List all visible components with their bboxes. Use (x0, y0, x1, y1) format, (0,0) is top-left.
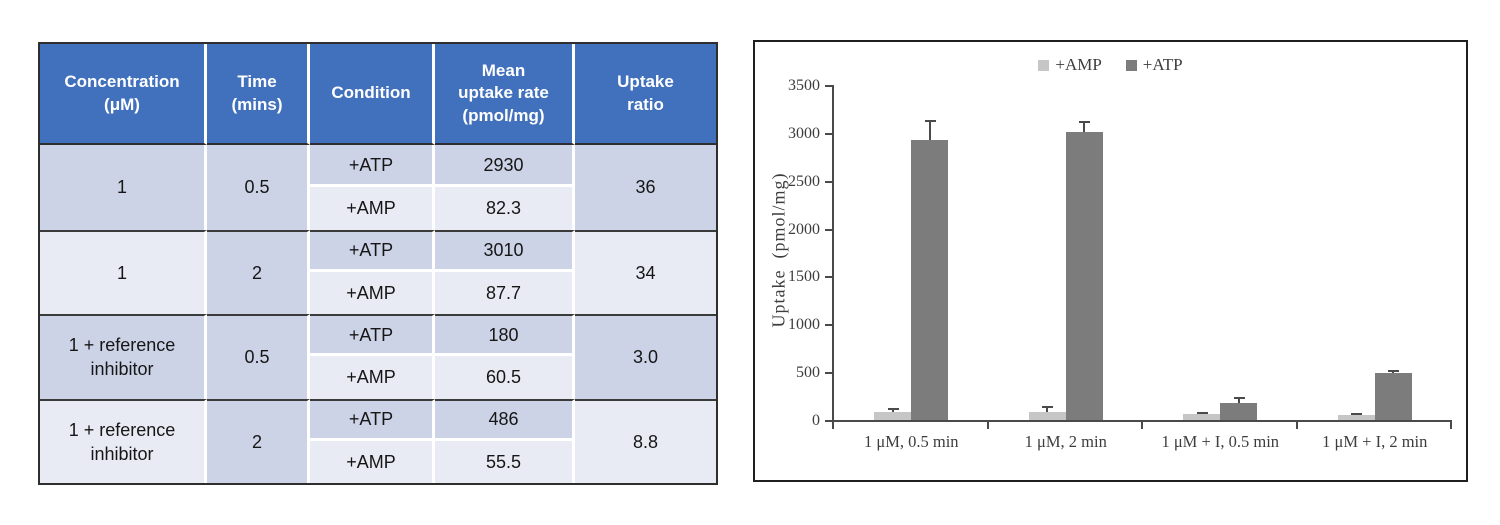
amp-bar-group2 (1028, 411, 1066, 420)
x-tick-mark (832, 422, 834, 429)
y-tick-label: 3000 (788, 124, 820, 142)
y-tick-mark (825, 132, 832, 135)
col-header-time: Time (mins) (207, 44, 310, 145)
x-tick-mark (986, 422, 989, 429)
cell-ratio-g4: 8.8 (575, 398, 716, 484)
error-bar-whisker (1392, 370, 1395, 374)
error-bar-cap (1042, 405, 1054, 408)
error-bar-cap (1079, 121, 1091, 124)
cell-value-amp-g1: 82.3 (435, 187, 575, 230)
cell-value-atp-g3: 180 (435, 314, 575, 357)
x-tick-mark (1141, 422, 1143, 429)
y-tick-mark (825, 85, 832, 87)
cell-value-atp-g2: 3010 (435, 229, 575, 272)
error-bar-whisker (891, 408, 894, 413)
cell-value-amp-g4: 55.5 (435, 441, 575, 484)
cell-time-g3: 0.5 (207, 314, 310, 399)
cell-condition-amp-g3: +AMP (310, 356, 435, 399)
x-category-label: 1 μM + I, 0.5 min (1161, 432, 1280, 451)
cell-ratio-g3: 3.0 (575, 314, 716, 399)
x-category-label: 1 μM + I, 2 min (1322, 432, 1428, 451)
cell-condition-atp-g4: +ATP (310, 398, 435, 442)
uptake-summary-table: Concentration (μM) Time (mins) Condition… (38, 42, 718, 486)
x-tick-mark (1450, 422, 1452, 429)
x-axis-line (832, 420, 1452, 422)
chart-legend: +AMP +ATP (755, 55, 1466, 75)
cell-condition-amp-g4: +AMP (310, 441, 435, 484)
amp-bar-group4 (1337, 414, 1375, 420)
x-category-label: 1 μM, 0.5 min (863, 432, 959, 451)
y-tick-mark (825, 228, 832, 231)
x-category-label: 1 μM, 2 min (1024, 432, 1107, 451)
atp-bar-group1 (911, 139, 949, 420)
y-tick-mark (825, 324, 832, 327)
y-tick-label: 2000 (788, 220, 820, 238)
amp-bar-group3 (1183, 414, 1221, 420)
cell-time-g1: 0.5 (207, 145, 310, 230)
legend-item-amp: +AMP (1038, 55, 1102, 75)
y-tick-mark (825, 276, 832, 279)
y-tick-label: 3500 (788, 77, 820, 94)
cell-condition-amp-g2: +AMP (310, 271, 435, 315)
y-tick-label: 1500 (788, 268, 820, 286)
uptake-bar-chart: +AMP +ATP Uptake (pmol/mg) 0 500 1000 1500 2… (753, 40, 1468, 482)
y-tick-mark (825, 372, 832, 375)
cell-value-amp-g3: 60.5 (435, 356, 575, 399)
legend-item-atp: +ATP (1125, 55, 1183, 75)
col-header-condition: Condition (310, 44, 435, 145)
cell-concentration-g1: 1 (40, 145, 207, 230)
y-tick-mark (825, 420, 832, 422)
error-bar-whisker (928, 120, 931, 140)
cell-condition-amp-g1: +AMP (310, 187, 435, 230)
amp-bar-group1 (874, 412, 912, 420)
atp-legend-swatch-icon (1125, 59, 1137, 71)
cell-value-amp-g2: 87.7 (435, 271, 575, 315)
y-tick-label: 0 (812, 412, 820, 429)
x-tick-mark (1295, 422, 1298, 429)
cell-time-g4: 2 (207, 398, 310, 484)
cell-condition-atp-g2: +ATP (310, 229, 435, 272)
error-bar-whisker (1083, 122, 1086, 132)
cell-value-atp-g4: 486 (435, 398, 575, 442)
col-header-uptake-ratio: Uptake ratio (575, 44, 716, 145)
cell-time-g2: 2 (207, 229, 310, 315)
y-tick-label: 1000 (788, 316, 820, 334)
y-tick-label: 2500 (788, 172, 820, 190)
cell-ratio-g2: 34 (575, 229, 716, 315)
error-bar-whisker (1237, 397, 1240, 403)
atp-bar-group3 (1220, 402, 1258, 420)
cell-ratio-g1: 36 (575, 145, 716, 230)
error-bar-cap (887, 407, 899, 410)
amp-legend-swatch-icon (1038, 59, 1050, 71)
error-bar-cap (1196, 412, 1208, 415)
cell-concentration-g4: 1 + reference inhibitor (40, 398, 207, 484)
error-bar-cap (924, 119, 936, 122)
legend-label-amp: +AMP (1055, 55, 1102, 74)
col-header-concentration: Concentration (μM) (40, 44, 207, 145)
error-bar-cap (1233, 396, 1245, 399)
cell-concentration-g2: 1 (40, 229, 207, 315)
atp-bar-group4 (1374, 373, 1412, 420)
cell-concentration-g3: 1 + reference inhibitor (40, 314, 207, 399)
y-tick-label: 500 (796, 364, 820, 382)
atp-bar-group2 (1065, 131, 1103, 420)
cell-condition-atp-g1: +ATP (310, 145, 435, 188)
error-bar-whisker (1046, 406, 1049, 412)
y-axis-line (832, 85, 834, 422)
y-tick-mark (825, 180, 832, 183)
legend-label-atp: +ATP (1142, 55, 1183, 74)
cell-value-atp-g1: 2930 (435, 145, 575, 188)
error-bar-cap (1388, 369, 1400, 372)
y-axis-title: Uptake (pmol/mg) (768, 172, 789, 328)
col-header-mean-uptake-rate: Mean uptake rate (pmol/mg) (435, 44, 575, 145)
cell-condition-atp-g3: +ATP (310, 314, 435, 357)
error-bar-cap (1351, 412, 1363, 415)
